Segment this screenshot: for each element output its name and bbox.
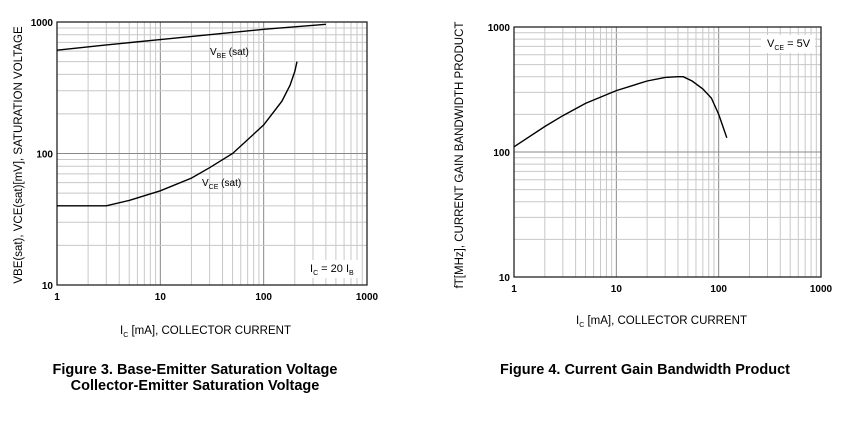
y-tick-label: 100 (493, 148, 510, 159)
y-tick-label: 1000 (31, 18, 54, 29)
x-tick-label: 1 (511, 284, 517, 295)
x-axis-label: IC [mA], COLLECTOR CURRENT (120, 325, 291, 339)
x-tick-label: 1000 (810, 284, 833, 295)
annotation-bg (761, 35, 815, 53)
x-tick-label: 10 (155, 292, 167, 303)
y-tick-label: 10 (499, 273, 511, 284)
caption-line-1: Figure 3. Base-Emitter Saturation Voltag… (52, 362, 338, 378)
plot-frame (56, 21, 368, 286)
x-tick-label: 100 (710, 284, 727, 295)
x-tick-label: 1 (54, 292, 60, 303)
caption-line-1: Figure 4. Current Gain Bandwidth Product (499, 362, 790, 378)
figure-4-caption: Figure 4. Current Gain Bandwidth Product (450, 362, 840, 378)
series-line (57, 61, 298, 207)
figure-3-caption: Figure 3. Base-Emitter Saturation Voltag… (10, 362, 380, 394)
y-axis-label: VBE(sat), VCE(sat)[mV], SATURATION VOLTA… (13, 26, 25, 284)
series-line (513, 76, 728, 148)
x-tick-label: 100 (255, 292, 272, 303)
y-tick-label: 10 (42, 281, 54, 292)
condition-annotation: IC = 20 IB (310, 263, 354, 277)
y-axis-label: fT[MHz], CURRENT GAIN BANDWIDTH PRODUCT (454, 22, 466, 289)
x-tick-label: 1000 (356, 292, 379, 303)
plot-frame (513, 26, 822, 278)
y-tick-label: 100 (36, 150, 53, 161)
y-tick-label: 1000 (488, 23, 511, 34)
annotation-bg (304, 260, 358, 278)
x-axis-label: IC [mA], COLLECTOR CURRENT (576, 315, 747, 329)
series-line (56, 23, 326, 51)
series-label: VBE (sat) (210, 47, 249, 60)
series-label: VCE (sat) (202, 178, 241, 191)
x-tick-label: 10 (611, 284, 623, 295)
condition-annotation: VCE = 5V (767, 38, 811, 52)
caption-line-2: Collector-Emitter Saturation Voltage (70, 378, 320, 394)
